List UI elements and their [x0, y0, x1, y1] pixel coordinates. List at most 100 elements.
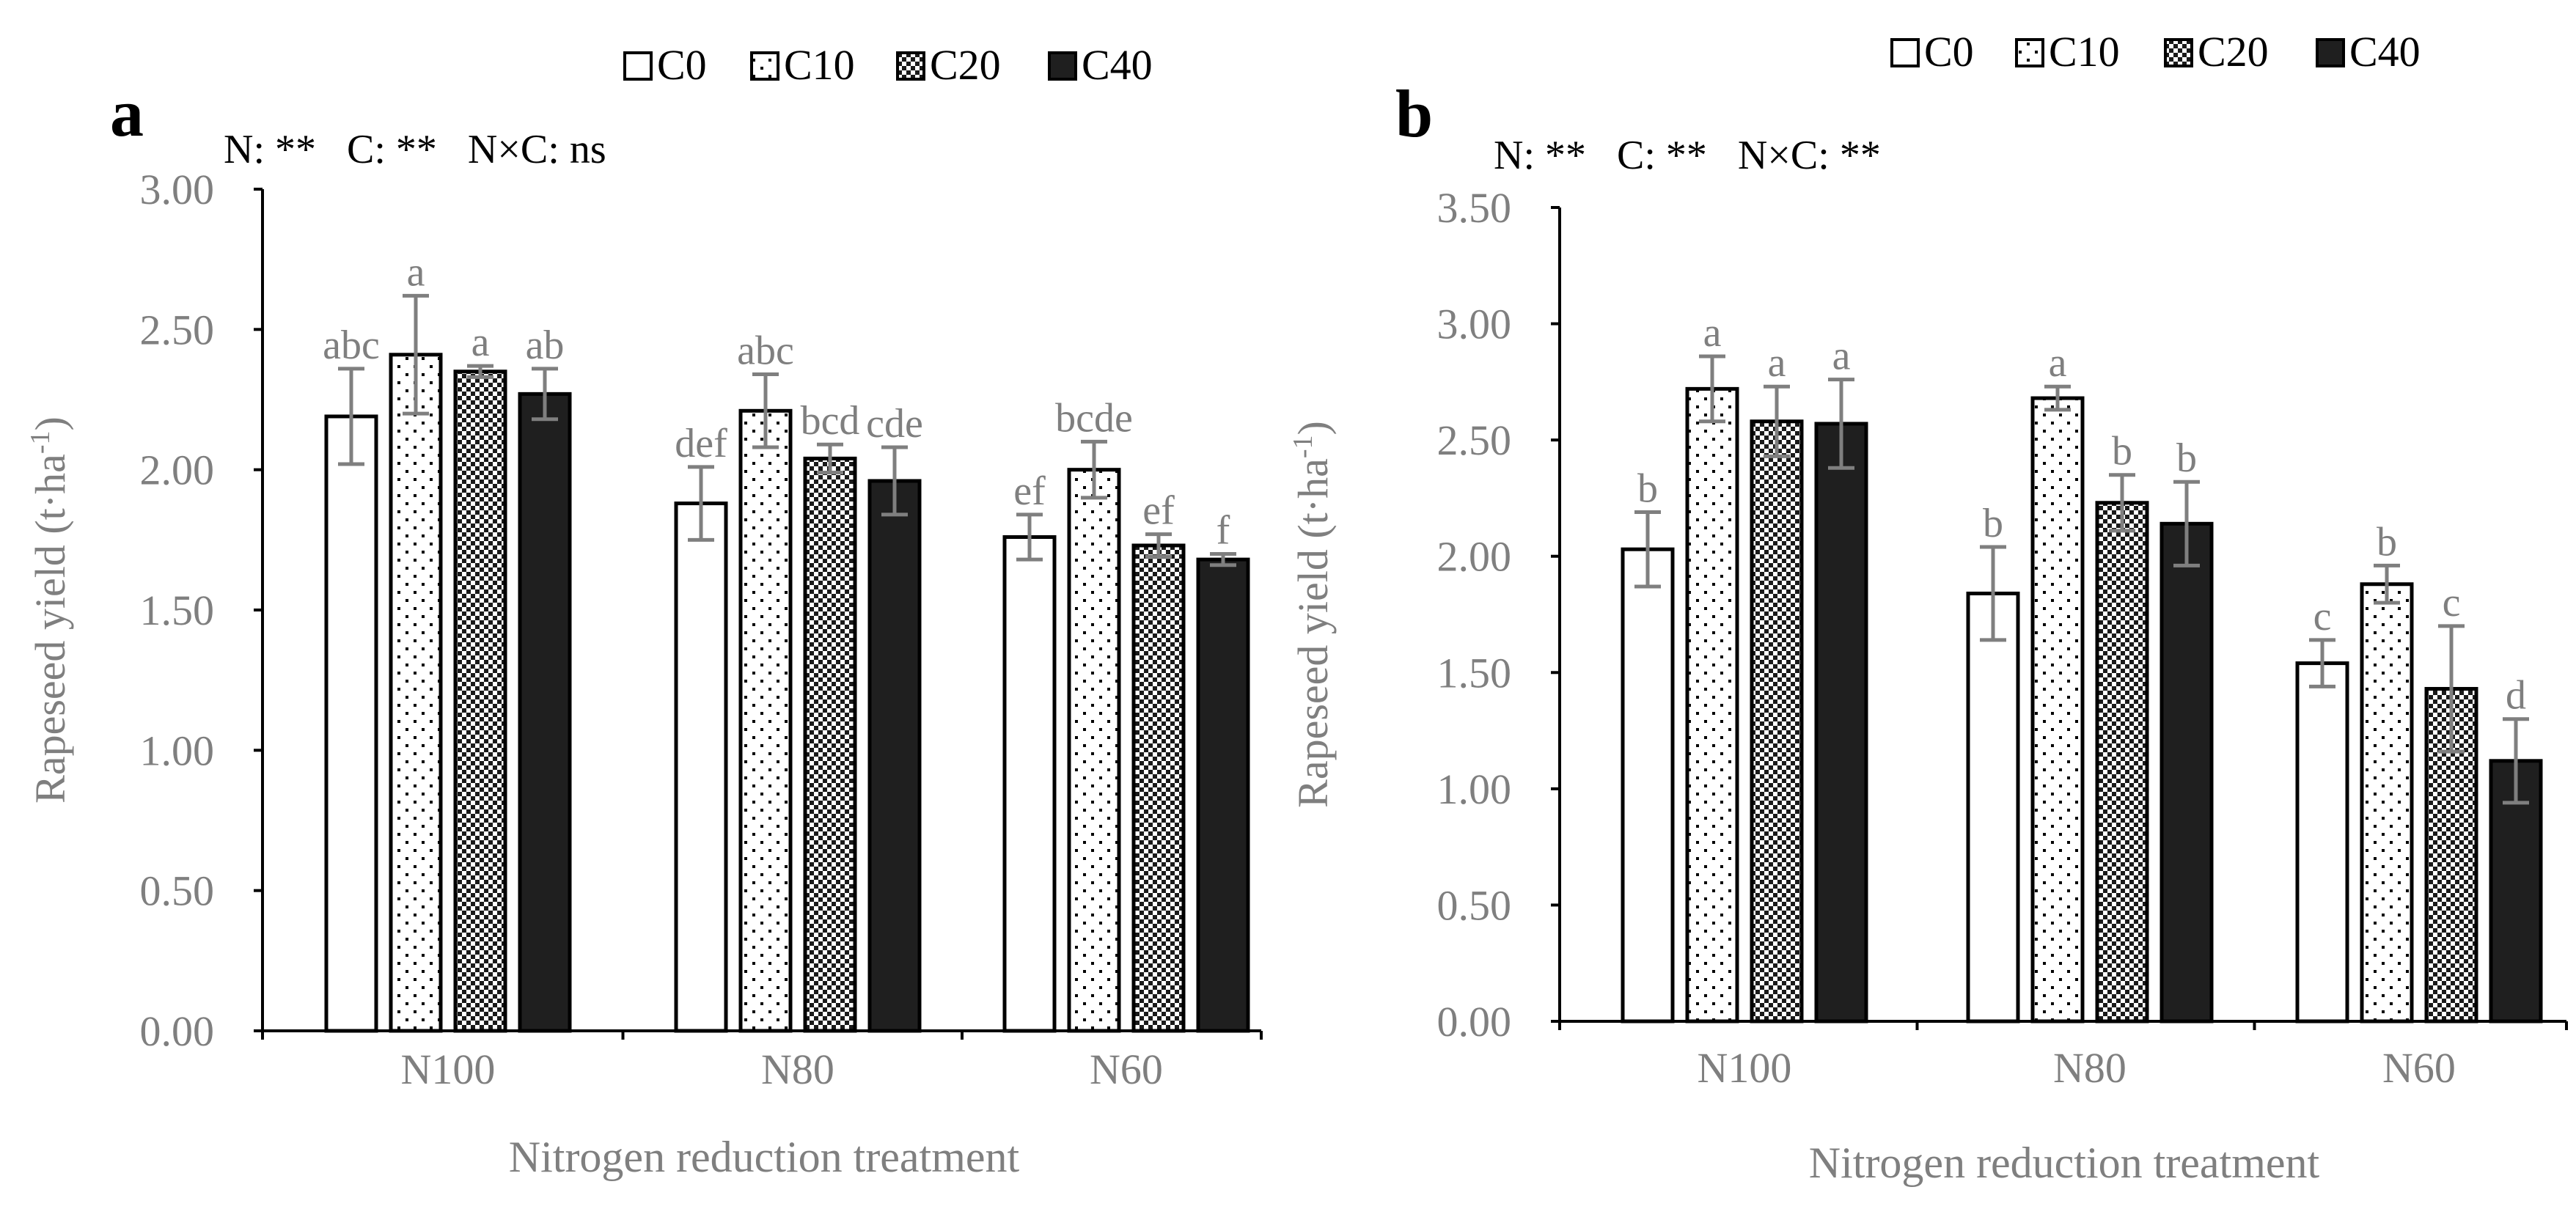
significance-letter: b [2112, 429, 2132, 474]
significance-letter: a [471, 320, 490, 365]
y-axis-title-main: Rapeseed yield (t·ha [26, 454, 74, 804]
y-tick-label: 3.50 [1437, 184, 1512, 232]
y-axis-title-main: Rapeseed yield (t·ha [1289, 458, 1337, 808]
legend-label-c20: C20 [2198, 28, 2269, 76]
x-tick-label-n60: N60 [1090, 1046, 1163, 1093]
significance-letter: a [1832, 334, 1851, 379]
legend-label-c0: C0 [657, 41, 707, 89]
legend-label-c10: C10 [2049, 28, 2120, 76]
significance-letter: b [1637, 466, 1658, 511]
bar-c20-n80 [2095, 501, 2149, 1024]
y-tick-label: 0.50 [140, 867, 215, 915]
significance-letter: b [2176, 436, 2197, 481]
y-tick-label: 1.00 [1437, 765, 1512, 813]
y-tick-label: 1.50 [1437, 649, 1512, 697]
bar-c0-n60 [1002, 535, 1057, 1033]
legend-swatch-c20 [2164, 38, 2193, 67]
significance-letter: d [2506, 673, 2526, 719]
y-axis-title-sup: -1 [25, 430, 56, 454]
y-tick-label: 2.00 [140, 447, 215, 494]
significance-letter: b [1983, 501, 2003, 546]
legend-swatch-c10 [750, 51, 779, 81]
significance-letter: bcd [801, 398, 860, 444]
legend-label-c40: C40 [2349, 28, 2421, 76]
significance-letter: c [2443, 580, 2461, 625]
y-tick-label: 0.00 [1437, 998, 1512, 1046]
bar-c10-n100 [1685, 386, 1739, 1024]
y-tick-label: 3.00 [140, 166, 215, 213]
x-axis-title: Nitrogen reduction treatment [1809, 1139, 2320, 1187]
x-tick-label-n80: N80 [2053, 1044, 2127, 1092]
legend-swatch-c20 [896, 51, 925, 81]
x-tick-label-n80: N80 [761, 1046, 834, 1093]
legend-swatch-c40 [2316, 38, 2345, 67]
stats-line: N: ** C: ** N×C: ** [1494, 133, 1881, 178]
significance-letter: b [2377, 519, 2397, 565]
panel-letter: b [1395, 76, 1433, 151]
legend-label-c20: C20 [930, 41, 1001, 89]
panel-a: a N: ** C: ** N×C: ns C0 C10 C20 C40 0.00 0.50 1… [25, 41, 1263, 1181]
y-axis-title: Rapeseed yield (t·ha-1) [25, 416, 74, 804]
significance-letter: bcde [1055, 395, 1133, 441]
x-tick-label-n100: N100 [1698, 1044, 1792, 1092]
legend-swatch-c10 [2015, 38, 2044, 67]
panel-b: b N: ** C: ** N×C: ** C0 C10 C20 C40 0.00 0.50 1… [1288, 28, 2568, 1187]
bar-c20-n100 [453, 370, 507, 1033]
bar-c40-n80 [2159, 521, 2214, 1024]
bar-c0-n80 [674, 501, 728, 1033]
bar-c10-n60 [1067, 468, 1121, 1033]
bar-c20-n60 [1131, 543, 1186, 1033]
bar-c0-n100 [1621, 547, 1675, 1024]
significance-letter: ab [526, 323, 565, 368]
bar-c20-n100 [1750, 419, 1804, 1024]
significance-letter: ef [1013, 468, 1046, 514]
significance-letter: a [1703, 310, 1722, 356]
legend-swatch-c0 [623, 51, 653, 81]
y-axis-title-close: ) [1289, 421, 1337, 435]
y-axis-title-close: ) [26, 416, 74, 430]
significance-letter: a [1768, 340, 1786, 386]
significance-letter: abc [737, 328, 794, 374]
significance-letter: ef [1142, 488, 1175, 534]
significance-letter: abc [323, 323, 380, 368]
bar-c40-n80 [867, 479, 922, 1033]
legend-label-c40: C40 [1082, 41, 1153, 89]
bar-c10-n80 [2030, 396, 2085, 1024]
y-tick-label: 1.00 [140, 727, 215, 774]
y-tick-label: 2.50 [1437, 416, 1512, 464]
significance-letter: a [407, 249, 425, 295]
bar-c20-n80 [803, 456, 857, 1033]
bar-c0-n60 [2295, 661, 2349, 1024]
x-tick-label-n60: N60 [2382, 1044, 2456, 1092]
bar-c10-n60 [2360, 582, 2414, 1024]
legend-label-c0: C0 [1924, 28, 1974, 76]
y-tick-label: 0.50 [1437, 881, 1512, 929]
significance-letter: f [1217, 507, 1230, 553]
bar-c40-n100 [518, 392, 572, 1033]
significance-letter: cde [866, 401, 923, 447]
legend-label-c10: C10 [784, 41, 855, 89]
bar-c0-n100 [324, 414, 378, 1033]
stats-line: N: ** C: ** N×C: ns [224, 127, 606, 172]
y-tick-label: 3.00 [1437, 301, 1512, 348]
y-tick-label: 0.00 [140, 1007, 215, 1055]
y-tick-label: 2.50 [140, 306, 215, 353]
x-axis-title: Nitrogen reduction treatment [509, 1133, 1020, 1181]
bar-c10-n100 [389, 353, 443, 1033]
significance-letter: a [2049, 340, 2067, 386]
x-tick-label-n100: N100 [401, 1046, 496, 1093]
panel-letter: a [110, 76, 144, 150]
y-tick-label: 2.00 [1437, 533, 1512, 581]
bar-c40-n100 [1814, 422, 1868, 1024]
bar-c10-n80 [738, 408, 793, 1033]
significance-letter: def [675, 421, 727, 466]
y-tick-label: 1.50 [140, 587, 215, 634]
significance-letter: c [2313, 594, 2332, 639]
legend-swatch-c40 [1048, 51, 1077, 81]
bar-c0-n80 [1966, 591, 2020, 1024]
y-axis-title: Rapeseed yield (t·ha-1) [1288, 421, 1337, 808]
legend-swatch-c0 [1890, 38, 1920, 67]
bar-c40-n60 [1196, 557, 1250, 1033]
y-axis-title-sup: -1 [1288, 435, 1318, 458]
